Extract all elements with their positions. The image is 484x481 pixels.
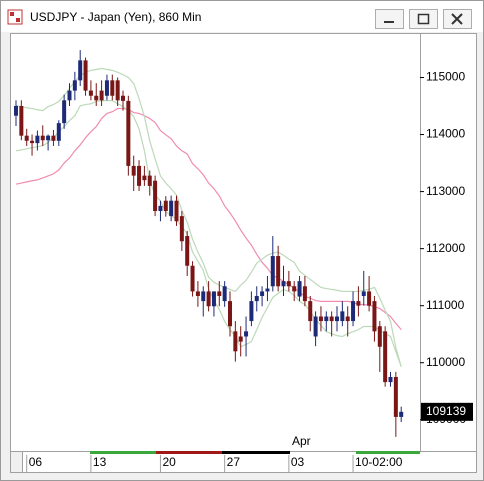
candle-body (340, 311, 345, 322)
maximize-button[interactable] (409, 9, 438, 29)
candle-body (94, 95, 99, 101)
month-label: Apr (292, 434, 311, 448)
candle-body (104, 80, 109, 96)
close-button[interactable] (443, 9, 472, 29)
candle-body (131, 165, 136, 176)
candle-body (174, 200, 179, 222)
candle-body (254, 295, 259, 302)
y-tick-label: 115000 (426, 70, 465, 84)
candle-body (313, 316, 318, 337)
x-tick-label: 10-02:00 (355, 455, 403, 469)
candle-body (399, 411, 404, 417)
candle-body (367, 291, 372, 306)
scroll-button[interactable] (10, 451, 23, 473)
y-tick-label: 112000 (426, 241, 465, 255)
last-price-box (421, 402, 473, 421)
candle-body (302, 286, 307, 302)
candle-body (383, 331, 388, 383)
candle-body (190, 265, 195, 292)
candle-body (281, 281, 286, 287)
candle-body (115, 80, 120, 101)
candle-body (270, 256, 275, 287)
candle-body (126, 100, 131, 166)
candle-body (147, 175, 152, 186)
y-tick-label: 110000 (426, 355, 465, 369)
x-tick-label: 20 (162, 455, 176, 469)
candle-body (137, 165, 142, 186)
candle-body (222, 286, 227, 302)
app-icon (7, 9, 23, 25)
candle-body (40, 135, 45, 141)
candle-body (153, 180, 158, 211)
candle-body (217, 291, 222, 296)
candle-body (14, 106, 18, 116)
time-axis (10, 451, 477, 473)
candle-body (19, 106, 24, 136)
candle-body (51, 135, 56, 141)
candle-body (308, 301, 313, 322)
y-tick-label: 111000 (426, 298, 465, 312)
candle-body (292, 286, 297, 292)
candle-body (72, 80, 77, 91)
session-bars (90, 451, 420, 454)
candle-body (297, 281, 302, 297)
window-title: USDJPY - Japan (Yen), 860 Min (30, 10, 201, 24)
candle-body (377, 326, 382, 347)
candle-body (35, 135, 40, 144)
candle-body (372, 301, 377, 332)
x-tick-label: 03 (291, 455, 305, 469)
moving-average-line (15, 107, 402, 331)
candle-body (169, 200, 174, 217)
candle-body (78, 60, 83, 81)
candle-body (244, 331, 249, 337)
candle-body (24, 135, 29, 141)
candle-body (351, 301, 356, 322)
y-tick-label: 113000 (426, 184, 465, 198)
candle-body (67, 90, 72, 101)
candle-body (163, 200, 168, 211)
candle-body (361, 291, 366, 296)
candle-body (318, 316, 323, 322)
candle-body (99, 90, 104, 101)
candle-body (260, 291, 265, 296)
candle-body (110, 80, 115, 96)
candle-body (201, 291, 206, 302)
last-price-label: 109139 (426, 404, 466, 418)
x-tick-label: 27 (227, 455, 241, 469)
candle-body (329, 316, 334, 322)
candle-body (356, 301, 361, 306)
candle-body (88, 90, 93, 96)
candle-body (46, 135, 51, 141)
minimize-button[interactable] (375, 9, 404, 29)
candle-body (228, 301, 232, 327)
candle-body (142, 175, 147, 181)
x-tick-label: 13 (93, 455, 107, 469)
x-tick-label: 06 (29, 455, 43, 469)
candle-body (158, 205, 163, 211)
candle-body (62, 100, 67, 124)
candle-body (121, 95, 125, 101)
candle-body (324, 316, 329, 322)
candle-body (195, 291, 200, 296)
candle-body (30, 140, 35, 144)
candle-body (345, 316, 350, 322)
candle-body (393, 376, 398, 417)
candle-body (335, 316, 339, 322)
candle-body (388, 376, 393, 383)
candle-body (83, 60, 88, 91)
candle-body (185, 236, 190, 266)
candle-body (56, 123, 61, 141)
candle-body (179, 216, 184, 242)
candle-body (206, 291, 211, 307)
candle-body (265, 288, 270, 292)
candle-body (276, 256, 281, 287)
candle-body (238, 336, 243, 342)
candle-body (211, 291, 216, 307)
y-tick-label: 114000 (426, 127, 465, 141)
candle-body (249, 301, 254, 322)
chart-area (10, 33, 477, 452)
candle-body (233, 331, 238, 352)
candle-body (286, 281, 291, 287)
